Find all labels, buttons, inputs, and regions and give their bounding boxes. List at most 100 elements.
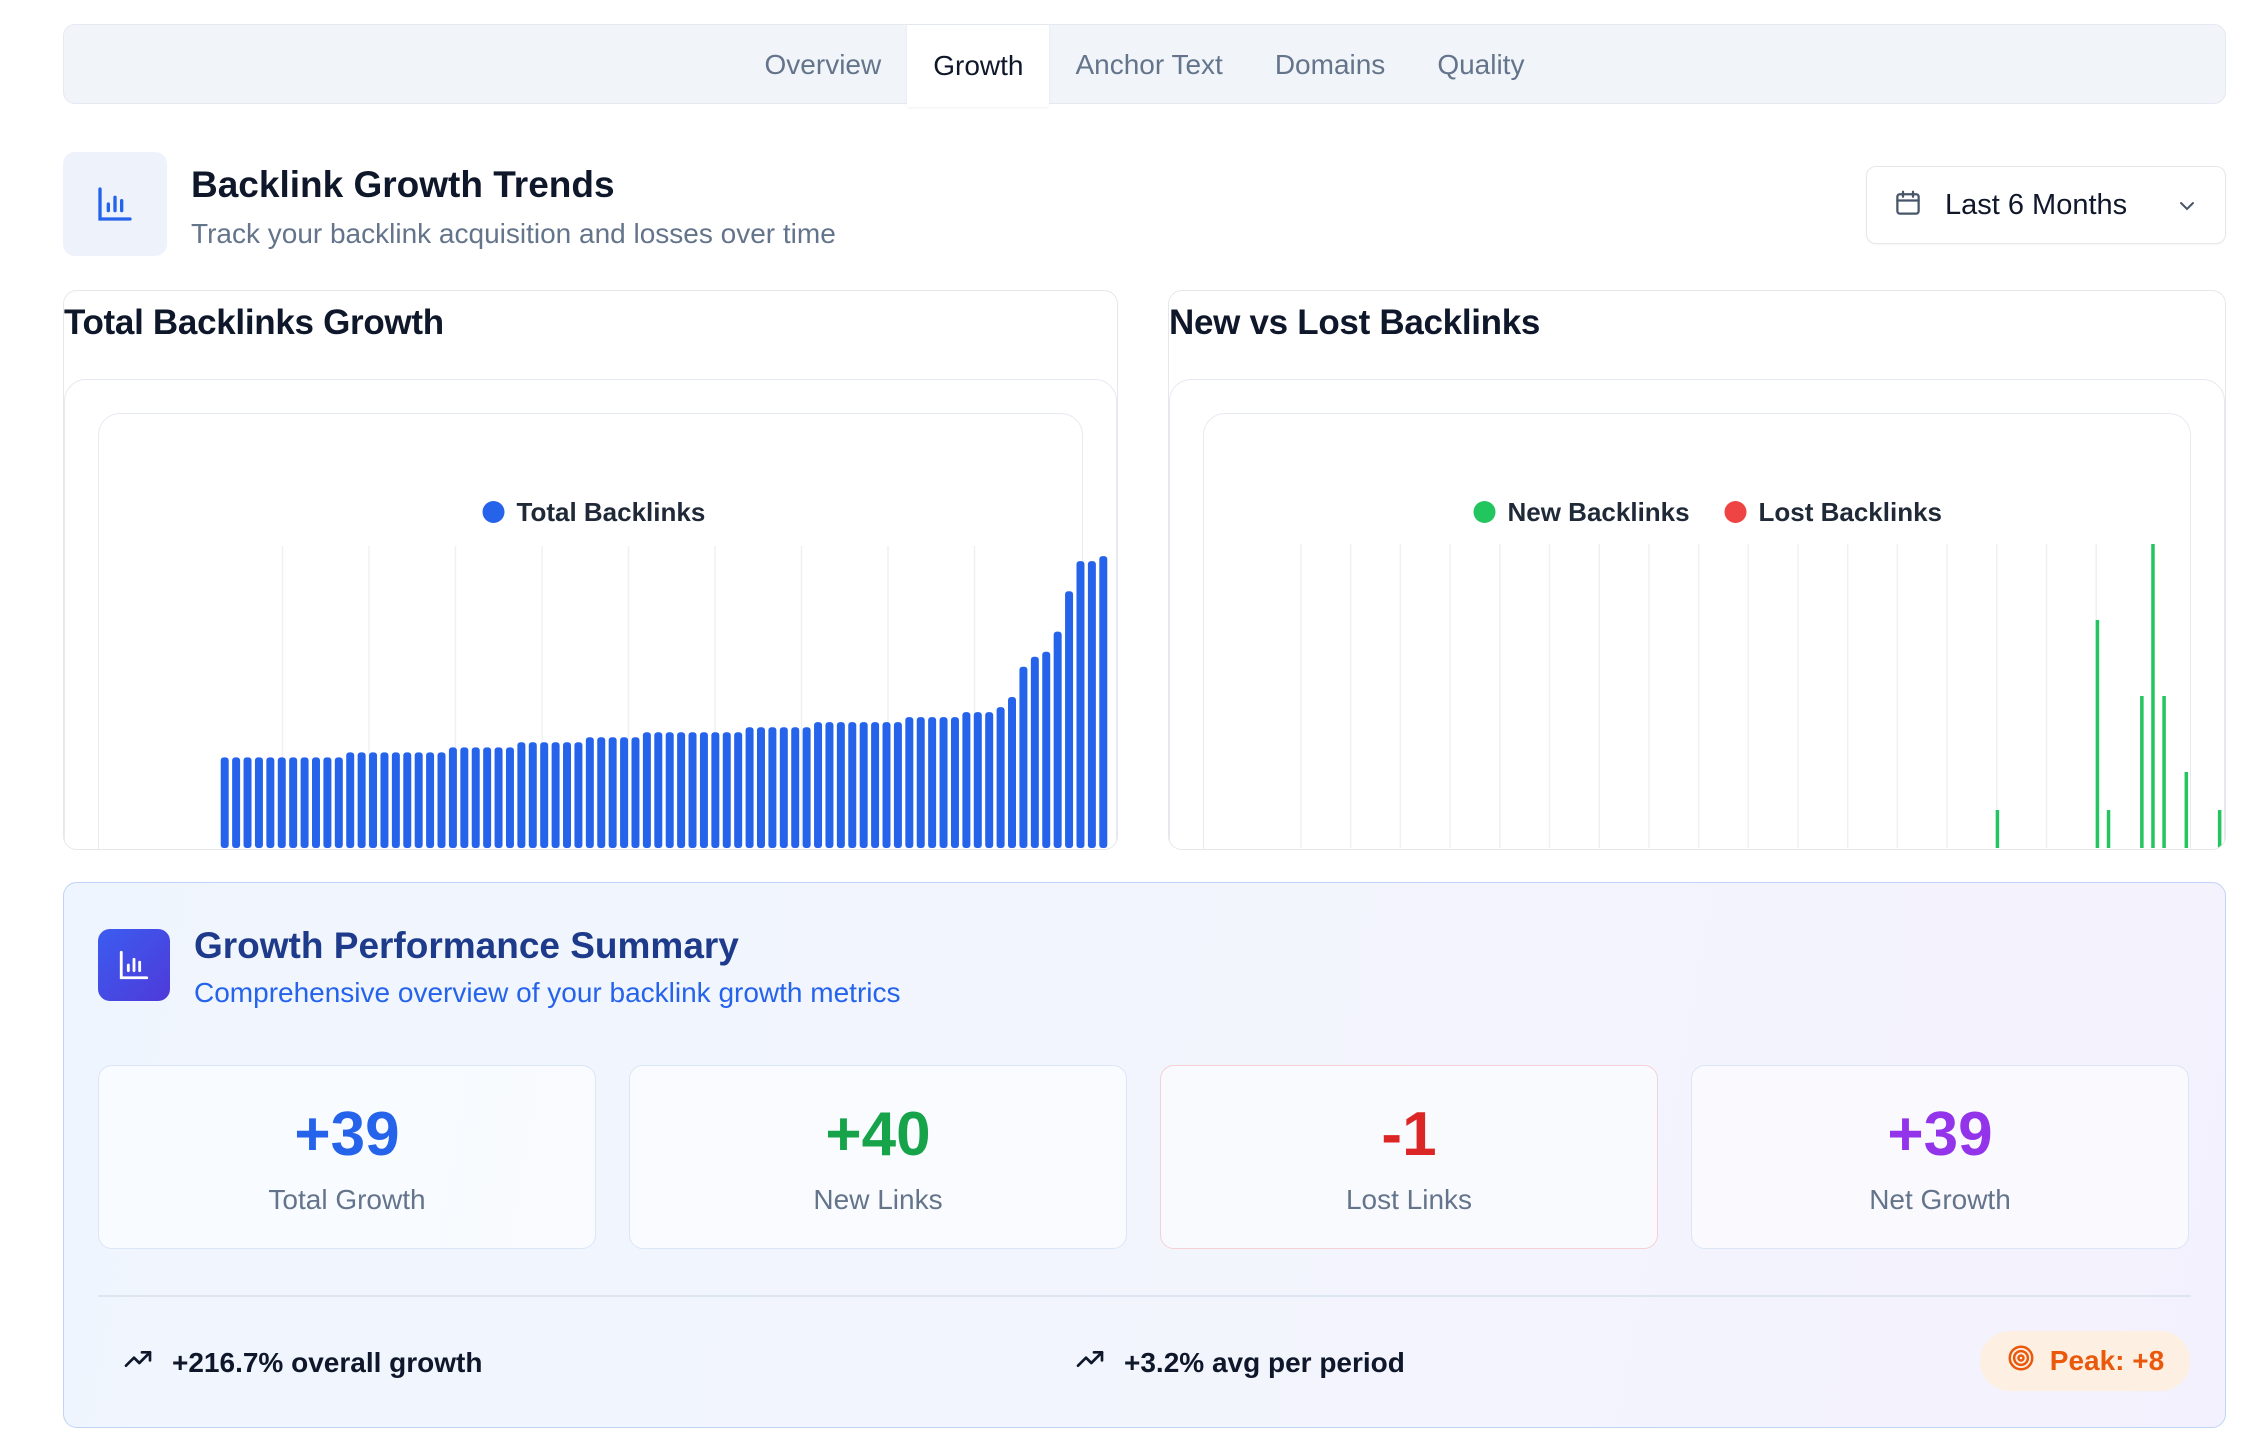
avg-growth-text: +3.2% avg per period xyxy=(1124,1346,1405,1378)
bar xyxy=(220,757,229,848)
legend-label: Total Backlinks xyxy=(517,497,706,527)
bar-new xyxy=(2217,810,2222,848)
bar xyxy=(357,752,366,848)
legend-swatch xyxy=(1473,501,1496,523)
trending-up-icon xyxy=(1074,1343,1106,1382)
bar xyxy=(528,742,537,848)
tab-growth[interactable]: Growth xyxy=(907,25,1050,107)
summary-subtitle: Comprehensive overview of your backlink … xyxy=(194,977,901,1008)
bar-new xyxy=(2184,772,2189,848)
tab-quality[interactable]: Quality xyxy=(1437,49,1525,80)
bar xyxy=(1065,591,1074,848)
bar xyxy=(517,742,526,848)
stat-value: +39 xyxy=(1887,1100,1993,1169)
chart-title: Total Backlinks Growth xyxy=(64,303,444,342)
bar xyxy=(1053,631,1062,848)
bar xyxy=(403,752,412,848)
bar xyxy=(597,737,606,848)
bar xyxy=(836,722,845,848)
bar xyxy=(734,732,743,848)
bar-new xyxy=(1995,810,2000,848)
bar xyxy=(802,727,811,848)
summary-title: Growth Performance Summary xyxy=(194,925,739,966)
stat-net-growth: +39 Net Growth xyxy=(1691,1065,2189,1249)
bar xyxy=(928,717,937,848)
legend-label: Lost Backlinks xyxy=(1759,497,1943,527)
total-backlinks-card: Total Backlinks Growth Total Backlinks xyxy=(63,290,1118,850)
legend-label: New Backlinks xyxy=(1508,497,1690,527)
bar xyxy=(859,722,868,848)
bar xyxy=(448,747,457,848)
bar-new xyxy=(2095,620,2100,848)
target-icon xyxy=(2006,1343,2036,1380)
bar xyxy=(825,722,834,848)
bar xyxy=(494,747,503,848)
legend-swatch xyxy=(1724,501,1747,523)
trending-up-icon xyxy=(122,1343,154,1382)
new-vs-lost-card: New vs Lost Backlinks New Backlinks Lost … xyxy=(1168,290,2226,850)
bar xyxy=(426,752,435,848)
bar xyxy=(460,747,469,848)
bar xyxy=(232,757,241,848)
chart-frame xyxy=(64,379,1117,849)
bar xyxy=(266,757,275,848)
bar xyxy=(505,747,514,848)
bar xyxy=(380,752,389,848)
new-vs-lost-chart: New Backlinks Lost Backlinks xyxy=(1300,497,2222,848)
bar xyxy=(916,717,925,848)
date-range-select[interactable]: Last 6 Months xyxy=(1866,166,2226,244)
peak-text: Peak: +8 xyxy=(2049,1345,2165,1376)
bar xyxy=(996,707,1005,848)
bar xyxy=(1099,556,1108,848)
bar xyxy=(437,752,446,848)
bar xyxy=(369,752,378,848)
bar xyxy=(277,757,286,848)
bar xyxy=(323,757,332,848)
bar xyxy=(1087,561,1096,848)
bar xyxy=(346,752,355,848)
avg-growth-note: +3.2% avg per period xyxy=(1074,1343,1405,1382)
bar xyxy=(414,752,423,848)
bar xyxy=(814,722,823,848)
bar xyxy=(563,742,572,848)
bar xyxy=(756,727,765,848)
peak-badge: Peak: +8 xyxy=(1980,1331,2190,1391)
bar xyxy=(243,757,252,848)
bar xyxy=(254,757,263,848)
stat-value: -1 xyxy=(1381,1100,1437,1169)
bar xyxy=(551,742,560,848)
tab-domains[interactable]: Domains xyxy=(1274,49,1386,80)
tab-overview[interactable]: Overview xyxy=(764,49,882,80)
bar xyxy=(871,722,880,848)
tab-list: Overview Growth Anchor Text Domains Quality xyxy=(64,25,2225,107)
bar xyxy=(893,722,902,848)
bar xyxy=(540,742,549,848)
bar xyxy=(905,717,914,848)
chevron-down-icon xyxy=(2175,194,2199,223)
stat-new-links: +40 New Links xyxy=(629,1065,1127,1249)
bar xyxy=(791,727,800,848)
total-backlinks-chart: Total Backlinks xyxy=(220,497,1108,848)
bar xyxy=(677,732,686,848)
stat-label: Total Growth xyxy=(268,1184,426,1215)
bar-new xyxy=(2140,696,2144,848)
bar-chart-icon xyxy=(63,152,167,256)
stat-label: Net Growth xyxy=(1869,1184,2011,1215)
bar xyxy=(631,737,640,848)
bar xyxy=(688,732,697,848)
bar xyxy=(585,737,594,848)
bar xyxy=(574,742,583,848)
stat-total-growth: +39 Total Growth xyxy=(98,1065,596,1249)
bar-chart-icon xyxy=(98,929,170,1001)
bar xyxy=(334,757,343,848)
tab-anchor-text[interactable]: Anchor Text xyxy=(1075,49,1223,80)
bar xyxy=(471,747,480,848)
bar xyxy=(391,752,400,848)
bar xyxy=(1030,656,1039,848)
chart-frame xyxy=(1169,379,2225,849)
bar xyxy=(483,747,492,848)
bar xyxy=(745,727,754,848)
bar xyxy=(654,732,663,848)
tab-bar: Overview Growth Anchor Text Domains Quality xyxy=(63,24,2226,107)
growth-summary-panel: Growth Performance Summary Comprehensive… xyxy=(63,882,2226,1428)
